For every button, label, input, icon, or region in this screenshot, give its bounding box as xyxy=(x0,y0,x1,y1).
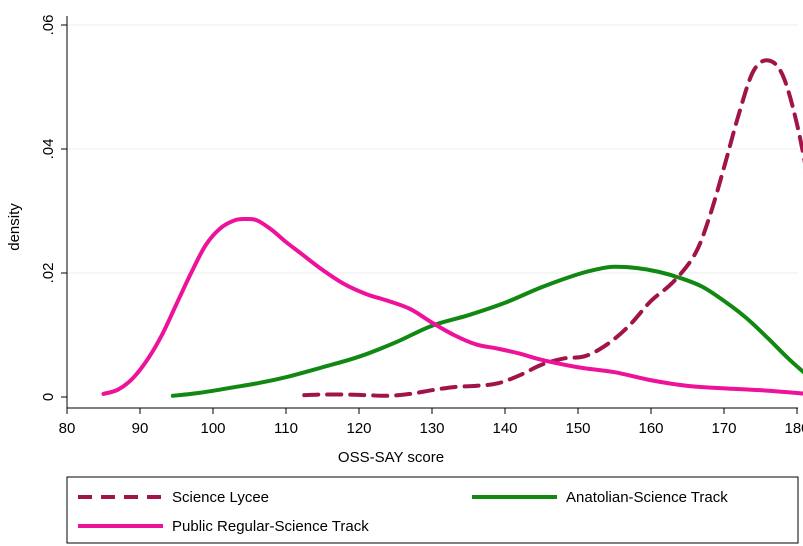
y-tick-label: 0 xyxy=(40,393,57,401)
legend-entry-public-regular-science-track: Public Regular-Science Track xyxy=(78,518,369,535)
x-tick-label: 180 xyxy=(784,420,803,437)
series-line-anatolian-science-track xyxy=(170,264,803,398)
x-tick-label: 140 xyxy=(492,420,517,437)
legend-entry-science-lycee: Science Lycee xyxy=(78,489,269,506)
legend-label-public-regular-science-track: Public Regular-Science Track xyxy=(172,518,369,535)
y-tick-label: .06 xyxy=(40,15,57,36)
legend: Science Lycee Anatolian-Science Track Pu… xyxy=(66,476,799,544)
series-line-public-regular-science-track xyxy=(101,216,803,396)
series-line-science-lycee xyxy=(302,58,803,398)
legend-label-science-lycee: Science Lycee xyxy=(172,489,269,506)
x-tick-label: 80 xyxy=(59,420,76,437)
y-tick-label: .04 xyxy=(40,139,57,160)
y-tick-label: .02 xyxy=(40,263,57,284)
x-tick-label: 90 xyxy=(132,420,149,437)
legend-label-anatolian-science-track: Anatolian-Science Track xyxy=(566,489,728,506)
x-tick-label: 100 xyxy=(200,420,225,437)
x-tick-label: 170 xyxy=(711,420,736,437)
x-axis-ticks: 8090100110120130140150160170180190 xyxy=(59,408,803,437)
y-axis-ticks: 0 .02 .04 .06 xyxy=(40,15,67,401)
legend-box xyxy=(66,476,799,544)
x-tick-label: 120 xyxy=(346,420,371,437)
x-axis-title: OSS-SAY score xyxy=(338,449,444,466)
gridlines xyxy=(67,24,798,274)
x-tick-label: 130 xyxy=(419,420,444,437)
x-tick-label: 110 xyxy=(274,420,298,437)
y-axis-title: density xyxy=(6,203,23,251)
legend-entry-anatolian-science-track: Anatolian-Science Track xyxy=(472,489,728,506)
x-tick-label: 150 xyxy=(565,420,590,437)
x-tick-label: 160 xyxy=(638,420,663,437)
series-layer xyxy=(101,58,803,398)
